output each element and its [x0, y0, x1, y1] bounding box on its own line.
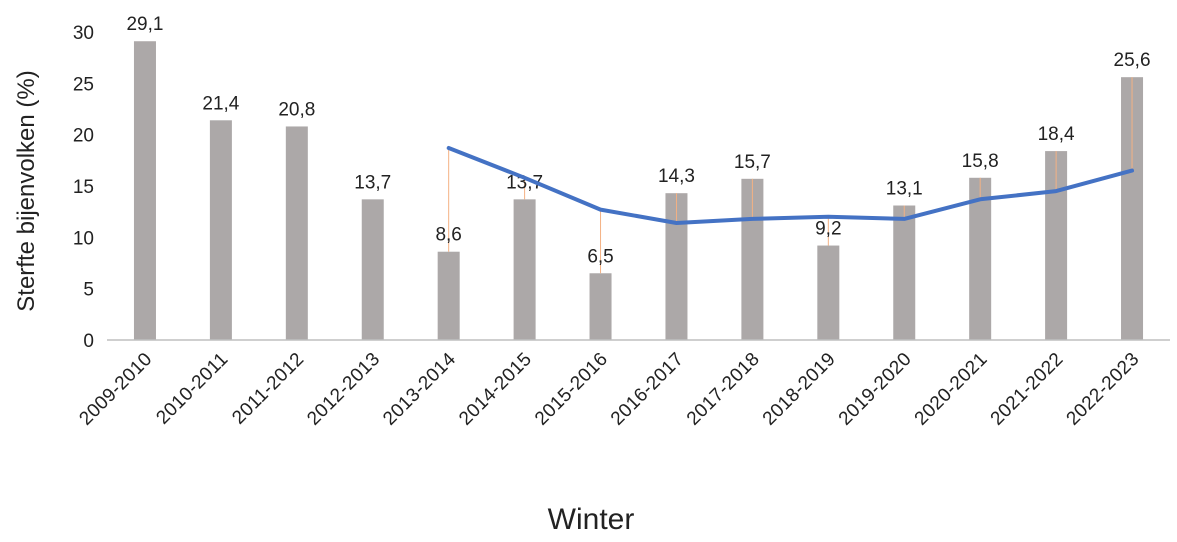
trend-line [446, 146, 1134, 225]
data-label: 6,5 [587, 246, 613, 267]
bar [665, 193, 688, 340]
y-tick-label: 5 [83, 280, 94, 301]
x-tick-label: 2011-2012 [228, 349, 308, 429]
data-label: 29,1 [126, 14, 163, 35]
bar [893, 205, 916, 340]
x-tick-label: 2013-2014 [379, 349, 460, 430]
y-tick-label: 30 [73, 23, 94, 44]
data-label: 9,2 [815, 219, 841, 240]
data-label: 13,1 [886, 179, 923, 200]
x-tick-label: 2009-2010 [75, 349, 156, 430]
data-label: 13,7 [506, 172, 543, 193]
data-label: 20,8 [278, 99, 315, 120]
data-label: 15,7 [734, 152, 771, 173]
data-label: 18,4 [1038, 124, 1075, 145]
y-tick-label: 10 [73, 228, 94, 249]
x-tick-label: 2019-2020 [835, 349, 916, 430]
y-tick-label: 25 [73, 74, 94, 95]
y-tick-label: 15 [73, 177, 94, 198]
x-tick-label: 2018-2019 [759, 349, 840, 430]
bar [361, 199, 384, 340]
bar [1045, 151, 1068, 340]
y-tick-label: 20 [73, 126, 94, 147]
bar [1121, 77, 1144, 340]
data-label: 14,3 [658, 166, 695, 187]
x-tick-label: 2015-2016 [531, 349, 612, 430]
bar [817, 245, 840, 340]
y-axis-label: Sterfte bijenvolken (%) [13, 70, 40, 311]
bar [969, 177, 992, 340]
error-lines [448, 77, 1133, 274]
x-tick-label: 2014-2015 [455, 349, 536, 430]
x-axis-ticks: 2009-20102010-20112011-20122012-20132013… [75, 349, 1143, 430]
x-tick-label: 2022-2023 [1063, 349, 1144, 430]
bar [133, 41, 156, 341]
x-tick-label: 2017-2018 [683, 349, 764, 430]
bar [437, 251, 460, 340]
x-tick-label: 2021-2022 [987, 349, 1068, 430]
x-tick-label: 2020-2021 [911, 349, 992, 430]
data-label: 8,6 [435, 225, 461, 246]
bar [209, 120, 232, 340]
data-label: 21,4 [202, 93, 239, 114]
y-tick-label: 0 [83, 331, 94, 352]
bars [133, 41, 1144, 341]
x-tick-label: 2010-2011 [152, 349, 232, 429]
data-label: 13,7 [354, 172, 391, 193]
y-axis-ticks: 0 5 10 15 20 25 30 [73, 23, 94, 352]
data-label: 25,6 [1114, 50, 1151, 71]
data-label: 15,8 [962, 151, 999, 172]
x-tick-label: 2016-2017 [607, 349, 688, 430]
bar [285, 126, 308, 340]
x-tick-label: 2012-2013 [303, 349, 384, 430]
x-axis-label: Winter [548, 503, 635, 536]
data-labels: 29,1 21,4 20,8 13,7 8,6 13,7 6,5 14,3 15,7 9,2 13,… [126, 14, 1150, 267]
bar [589, 273, 612, 340]
bar [513, 199, 536, 340]
